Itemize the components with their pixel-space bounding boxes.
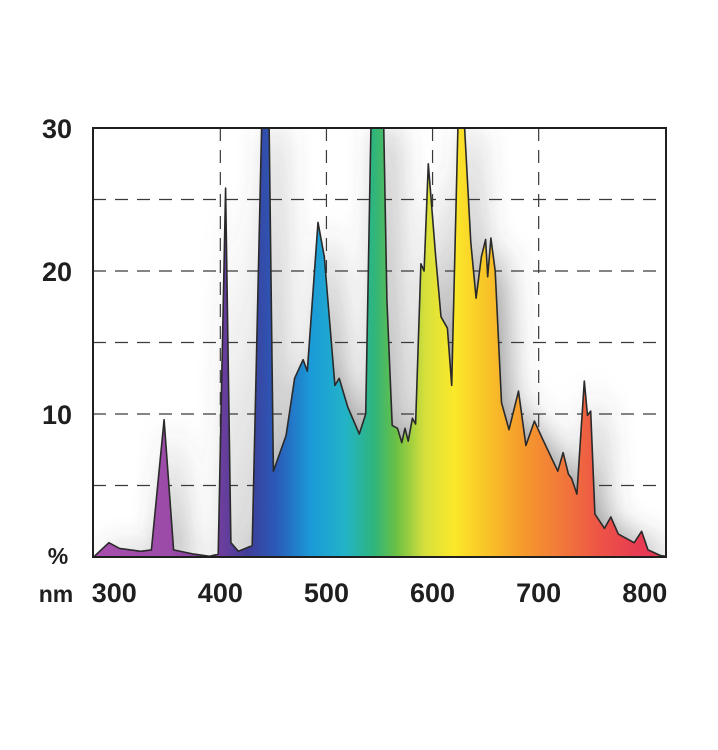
plot-frame [92, 127, 667, 558]
x-tick-label: 400 [198, 578, 243, 608]
x-tick-label: 300 [92, 578, 137, 608]
y-tick-label: 30 [42, 114, 72, 144]
x-axis-unit-label: nm [39, 581, 74, 607]
x-tick-label: 800 [622, 578, 667, 608]
x-tick-label: 700 [516, 578, 561, 608]
y-tick-label: 20 [42, 257, 72, 287]
x-tick-label: 500 [304, 578, 349, 608]
y-axis-unit-label: % [48, 543, 68, 569]
spectrum-area [94, 128, 666, 557]
y-tick-label: 10 [42, 400, 72, 430]
x-tick-label: 600 [410, 578, 455, 608]
